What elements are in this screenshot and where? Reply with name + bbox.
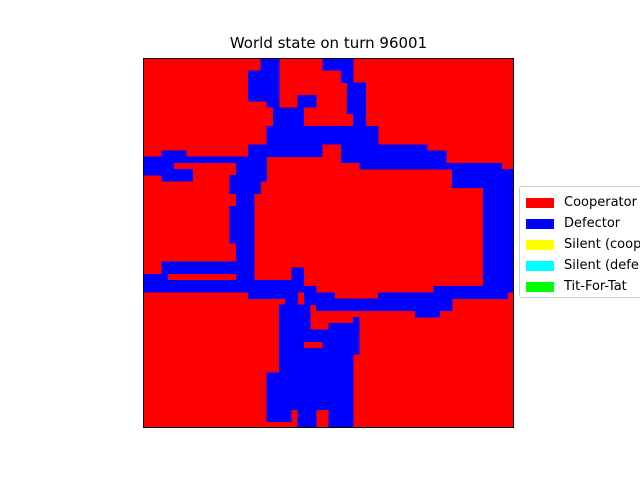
defector-region-39 <box>415 310 441 318</box>
defector-region-25 <box>161 261 249 275</box>
defector-region-42 <box>297 304 311 342</box>
defector-region-9 <box>322 125 379 145</box>
legend-label: Cooperator <box>564 195 637 210</box>
legend-swatch <box>526 282 554 292</box>
defector-region-26 <box>167 280 255 293</box>
chart-title: World state on turn 96001 <box>229 34 428 52</box>
defector-region-31 <box>303 286 317 305</box>
legend-label: Silent (coop) <box>564 237 640 252</box>
defector-region-30 <box>291 267 305 293</box>
defector-region-1 <box>248 70 280 102</box>
legend-swatch <box>526 198 554 208</box>
legend-item: Defector <box>520 213 640 234</box>
defector-region-51 <box>328 403 354 428</box>
defector-region-5 <box>322 58 354 71</box>
legend-label: Defector <box>564 216 621 231</box>
defector-region-4 <box>297 95 317 108</box>
defector-region-11 <box>248 144 317 157</box>
defector-region-7 <box>347 82 366 114</box>
legend-label: Silent (defe <box>564 258 639 273</box>
defector-region-3 <box>272 107 305 127</box>
legend-item: Silent (defe <box>520 255 640 276</box>
defector-region-15 <box>359 162 391 170</box>
defector-region-18 <box>186 156 249 164</box>
world-grid <box>143 58 514 428</box>
defector-region-38 <box>452 169 514 188</box>
defector-region-50 <box>297 409 317 428</box>
defector-region-14 <box>377 162 502 170</box>
legend-swatch <box>526 261 554 271</box>
legend-item: Cooperator <box>520 192 640 213</box>
defector-region-8 <box>353 107 366 127</box>
defector-region-20 <box>161 169 193 182</box>
legend: Cooperator Defector Silent (coop) Silent (d… <box>519 186 640 298</box>
legend-swatch <box>526 219 554 229</box>
defector-region-23 <box>229 206 243 244</box>
legend-item: Silent (coop) <box>520 234 640 255</box>
legend-swatch <box>526 240 554 250</box>
defector-region-6 <box>340 70 354 83</box>
defector-region-17 <box>161 150 187 164</box>
defector-region-0 <box>260 58 280 71</box>
defector-region-46 <box>328 323 354 342</box>
defector-region-2 <box>266 101 280 108</box>
defector-region-47 <box>353 317 360 355</box>
plot-frame <box>143 58 514 428</box>
defector-region-13 <box>396 150 447 164</box>
defector-region-36 <box>483 273 514 293</box>
defector-region-49 <box>279 397 317 410</box>
defector-region-24 <box>143 273 169 293</box>
legend-item: Tit-For-Tat <box>520 276 640 297</box>
legend-label: Tit-For-Tat <box>564 279 627 294</box>
defector-region-33 <box>328 298 379 312</box>
